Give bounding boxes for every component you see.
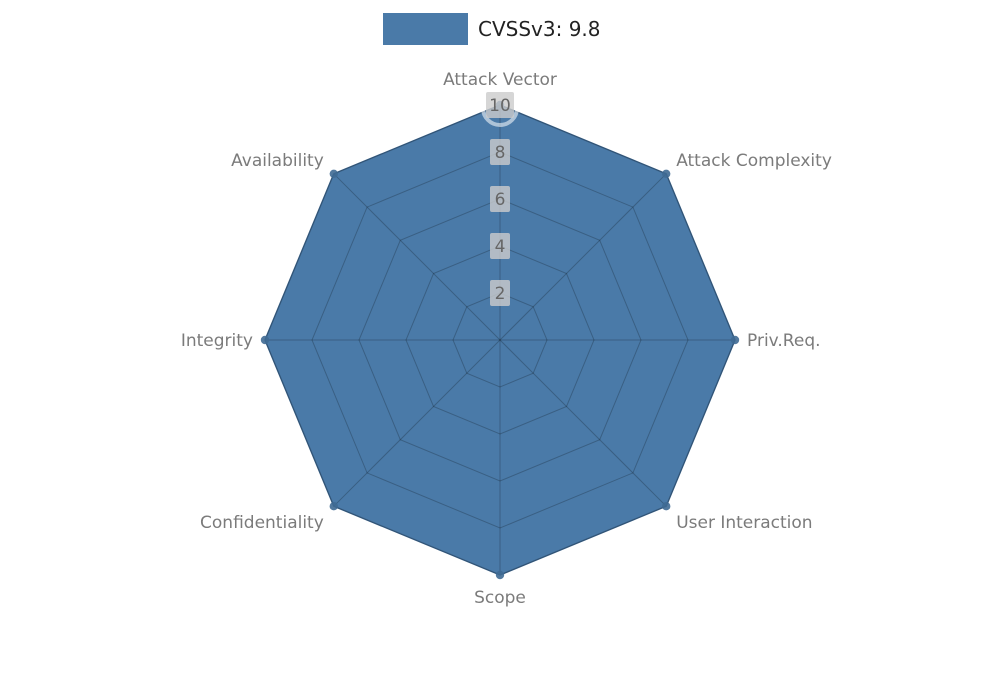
tick-label-box xyxy=(490,186,510,212)
axis-label-attack-complexity: Attack Complexity xyxy=(676,151,832,171)
active-point-ring xyxy=(481,89,519,127)
tick-label: 10 xyxy=(489,96,511,116)
axis-label-availability: Availability xyxy=(231,151,324,171)
axis-label-scope: Scope xyxy=(474,588,526,608)
tick-label: 6 xyxy=(495,190,506,210)
data-point-dot[interactable] xyxy=(730,335,740,345)
data-point-dot[interactable] xyxy=(662,169,671,178)
tick-label-box xyxy=(490,280,510,306)
grid-ring xyxy=(452,292,548,388)
axis-label-confidentiality: Confidentiality xyxy=(200,513,324,533)
grid-ring xyxy=(358,198,642,482)
tick-label: 2 xyxy=(495,284,506,304)
tick-label-box xyxy=(490,233,510,259)
grid-spoke xyxy=(333,339,501,507)
legend-swatch xyxy=(383,13,468,45)
data-point-dot[interactable] xyxy=(329,502,338,511)
legend-label: CVSSv3: 9.8 xyxy=(478,17,601,41)
tick-label-box xyxy=(490,139,510,165)
grid-spoke xyxy=(333,173,501,341)
data-point-dot[interactable] xyxy=(329,169,338,178)
chart-legend[interactable]: CVSSv3: 9.8 xyxy=(383,13,601,45)
axis-label-user-interaction: User Interaction xyxy=(676,513,812,533)
axis-label-attack-vector: Attack Vector xyxy=(443,70,557,90)
axis-label-priv-req: Priv.Req. xyxy=(747,331,821,351)
grid-spoke xyxy=(499,339,667,507)
grid-ring xyxy=(311,151,689,529)
axis-label-integrity: Integrity xyxy=(181,331,253,351)
grid-ring xyxy=(405,245,595,435)
tick-label: 8 xyxy=(495,143,506,163)
tick-label-box xyxy=(486,92,514,118)
tick-label: 4 xyxy=(495,237,506,257)
data-point-dot[interactable] xyxy=(495,570,505,580)
data-point-dot[interactable] xyxy=(260,335,270,345)
data-point-dot[interactable] xyxy=(662,502,671,511)
grid-spoke xyxy=(499,173,667,341)
